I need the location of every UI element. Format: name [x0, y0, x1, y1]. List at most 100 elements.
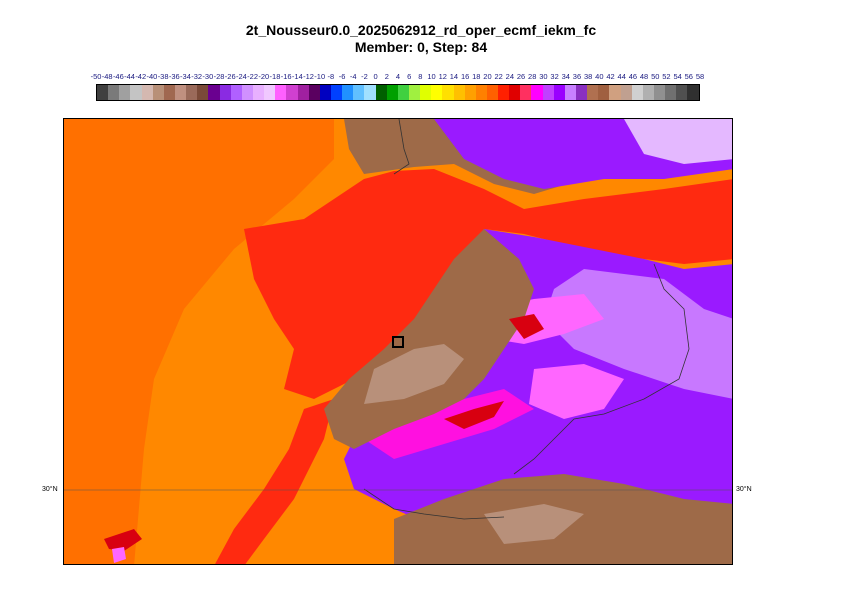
colorbar-swatch	[475, 85, 487, 100]
colorbar-label: -16	[280, 72, 292, 81]
colorbar-swatch	[386, 85, 398, 100]
colorbar-swatch	[252, 85, 265, 100]
colorbar-label: -32	[191, 72, 203, 81]
colorbar-label: 58	[695, 72, 705, 81]
colorbar-label: -42	[135, 72, 147, 81]
colorbar-swatch	[676, 85, 688, 100]
colorbar-swatch	[219, 85, 231, 100]
colorbar-label: 34	[561, 72, 570, 81]
colorbar-swatch	[364, 85, 376, 100]
island-canary-2	[112, 547, 126, 563]
colorbar-swatch	[286, 85, 298, 100]
colorbar-label: -38	[157, 72, 169, 81]
colorbar-swatch	[598, 85, 610, 100]
colorbar-label: 44	[617, 72, 626, 81]
colorbar-label: -22	[247, 72, 258, 81]
colorbar-swatch	[542, 85, 554, 100]
colorbar-swatch	[319, 85, 331, 100]
colorbar-label: 26	[516, 72, 526, 81]
colorbar-label: 10	[427, 72, 436, 81]
colorbar-swatch	[553, 85, 565, 100]
colorbar-swatch	[152, 85, 164, 100]
colorbar-label: -28	[213, 72, 225, 81]
colorbar-swatch	[631, 85, 643, 100]
colorbar-swatch	[186, 85, 198, 100]
colorbar-swatch	[108, 85, 120, 100]
country-border-north	[393, 119, 410, 175]
colorbar-swatch	[498, 85, 510, 100]
colorbar-swatch	[654, 85, 666, 100]
colorbar-label: -26	[224, 72, 236, 81]
colorbar-label: 24	[505, 72, 515, 81]
colorbar-label: 48	[639, 72, 649, 81]
colorbar-label: 6	[407, 72, 412, 81]
colorbar-swatch	[486, 85, 499, 100]
hot-water-south	[215, 399, 334, 564]
colorbar-label: 12	[438, 72, 447, 81]
colorbar-label: -8	[327, 72, 335, 81]
colorbar-swatch	[531, 85, 543, 100]
colorbar-label: 52	[662, 72, 671, 81]
colorbar-swatch	[576, 85, 588, 100]
country-border-south	[363, 488, 505, 520]
colorbar-swatch	[342, 85, 354, 100]
colorbar-swatch	[97, 85, 109, 100]
colorbar-label: 18	[472, 72, 481, 81]
colorbar-label: 42	[606, 72, 615, 81]
colorbar-label: 14	[449, 72, 459, 81]
colorbar-label: 50	[651, 72, 660, 81]
colorbar-swatch	[197, 85, 209, 100]
colorbar-label: 22	[494, 72, 503, 81]
colorbar-label: -4	[349, 72, 357, 81]
red-streak-atlas	[444, 401, 504, 429]
colorbar-label: 4	[395, 72, 401, 81]
colorbar-label: -46	[112, 72, 124, 81]
colorbar-label: 20	[483, 72, 492, 81]
colorbar-label: -24	[235, 72, 247, 81]
lat-label-right: 30°N	[736, 486, 752, 493]
colorbar-label: -40	[146, 72, 158, 81]
land-pale-patch	[624, 119, 732, 164]
pink-streak-3	[529, 364, 624, 419]
colorbar-label: -18	[269, 72, 281, 81]
colorbar-swatch	[453, 85, 465, 100]
colorbar-swatch	[264, 85, 276, 100]
colorbar-swatch	[297, 85, 309, 100]
colorbar-swatch	[420, 85, 432, 100]
colorbar-label: -6	[338, 72, 346, 81]
country-border-east	[513, 263, 690, 475]
island-canary	[104, 529, 142, 551]
colorbar-swatch	[442, 85, 454, 100]
colorbar-swatch	[564, 85, 577, 100]
colorbar-swatch	[275, 85, 287, 100]
station-marker[interactable]	[392, 336, 404, 348]
land-light-patch	[364, 344, 464, 404]
ocean-warm-band	[64, 119, 334, 564]
colorbar-swatch	[587, 85, 599, 100]
map-canvas	[64, 119, 732, 564]
colorbar-swatch	[620, 85, 632, 100]
colorbar-label: 16	[460, 72, 470, 81]
colorbar-swatch	[330, 85, 343, 100]
colorbar-label: 56	[684, 72, 693, 81]
colorbar-label: -34	[180, 72, 191, 81]
colorbar-swatch	[642, 85, 655, 100]
colorbar-label: -20	[258, 72, 270, 81]
colorbar-swatch	[308, 85, 320, 100]
colorbar-label: -14	[291, 72, 303, 81]
colorbar-swatch	[230, 85, 242, 100]
colorbar-label: 40	[595, 72, 604, 81]
colorbar-swatch	[665, 85, 677, 100]
colorbar-label: 54	[673, 72, 682, 81]
land-south-light	[484, 504, 584, 544]
colorbar-label: 46	[628, 72, 638, 81]
colorbar-label: 38	[583, 72, 593, 81]
colorbar-label: -44	[124, 72, 135, 81]
colorbar-swatch	[130, 85, 142, 100]
colorbar-swatch	[464, 85, 476, 100]
colorbar-swatch	[520, 85, 532, 100]
lat-label-left: 30°N	[42, 486, 58, 493]
colorbar-swatch	[375, 85, 387, 100]
temperature-map[interactable]	[63, 118, 733, 565]
colorbar-swatch	[141, 85, 153, 100]
